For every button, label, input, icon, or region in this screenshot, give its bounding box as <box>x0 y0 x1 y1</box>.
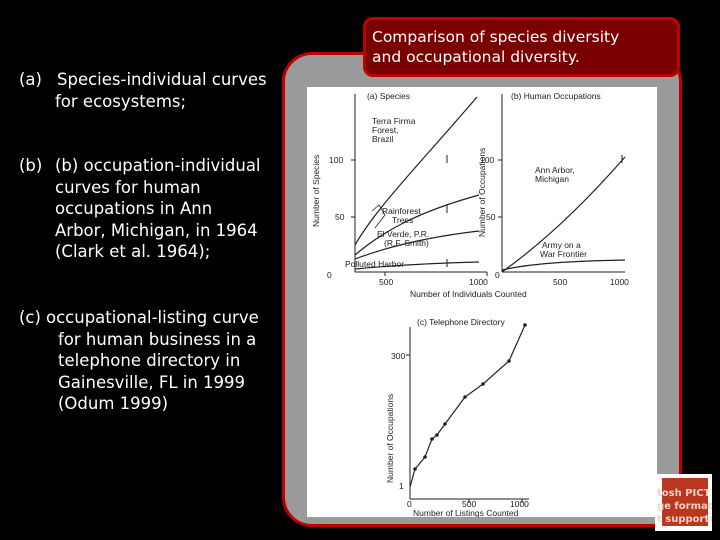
panel-a-ytick: 50 <box>335 212 345 222</box>
panel-b-xtick: 1000 <box>469 277 488 287</box>
panel-b-xtick: 1000 <box>610 277 629 287</box>
panel-b <box>498 94 626 273</box>
panel-b-ylabel: Number of Occupations <box>477 148 487 237</box>
panel-c-ytick: 1 <box>399 481 404 491</box>
bullet-c-line: Gainesville, FL in 1999 <box>58 372 246 392</box>
bullet-a-label: (a) <box>19 70 42 89</box>
bullet-a-line: for ecosystems; <box>55 91 187 111</box>
panel-b-ytick: 100 <box>480 155 494 165</box>
panel-b-ytick: 50 <box>486 212 496 222</box>
panel-a-label: Rainforest <box>382 206 421 216</box>
panel-c-title: (c) Telephone Directory <box>417 317 505 327</box>
panel-c-xtick: 500 <box>462 499 476 509</box>
panel-a-label: Terra Firma <box>372 116 416 126</box>
panel-b-title: (b) Human Occupations <box>511 91 601 101</box>
panel-a <box>351 94 488 276</box>
panel-c-points <box>413 323 527 471</box>
bullet-c-line: for human business in a <box>58 329 257 349</box>
panel-b-label: Army on a <box>542 240 581 250</box>
panel-a-label: (R.F. Smith) <box>384 238 429 248</box>
panel-a-text: (a) Species Number of Species 100 50 0 5… <box>311 91 429 287</box>
shared-xlabel: Number of Individuals Counted <box>410 289 527 299</box>
panel-a-xtick: 500 <box>379 277 393 287</box>
panel-b-xtick: 500 <box>553 277 567 287</box>
slide-title-line-1: Comparison of species diversity <box>372 28 620 46</box>
panel-a-label: Forest, <box>372 125 398 135</box>
bullet-b-label: (b) <box>19 156 43 175</box>
panel-a-label: Brazil <box>372 134 393 144</box>
panel-a-ytick: 0 <box>327 270 332 280</box>
bullet-a-line: Species-individual curves <box>57 70 267 89</box>
panel-b-label: Ann Arbor, <box>535 165 575 175</box>
panel-c-ylabel: Number of Occupations <box>385 394 395 483</box>
panel-a-label: Polluted Harbor <box>345 259 404 269</box>
placeholder-red-block <box>662 478 708 526</box>
placeholder-line: tosh PICT <box>657 488 711 499</box>
panel-c-xtick: 0 <box>407 499 412 509</box>
panel-a-label: Trees <box>392 215 413 225</box>
bullet-c-line: (Odum 1999) <box>58 394 169 413</box>
panel-a-ytick: 100 <box>329 155 343 165</box>
panel-a-label: El Verde, P.R. <box>377 229 429 239</box>
panel-a-title: (a) Species <box>367 91 410 101</box>
panel-b-label: Michigan <box>535 174 569 184</box>
bullet-c-label: (c) <box>19 308 41 327</box>
bullet-b-line: curves for human <box>55 177 201 197</box>
panel-b-ytick: 0 <box>495 270 500 280</box>
bullet-b-line: Arbor, Michigan, in 1964 <box>55 220 258 240</box>
panel-b-text: (b) Human Occupations Number of Occupati… <box>469 91 629 287</box>
bullet-b-line: occupations in Ann <box>55 199 213 218</box>
bullet-c-line: occupational-listing curve <box>46 308 259 327</box>
placeholder-line: ge format <box>657 501 712 512</box>
panel-c-text: (c) Telephone Directory Number of Occupa… <box>385 317 529 518</box>
placeholder-line: t supported <box>657 514 712 525</box>
slide-title-box: Comparison of species diversity and occu… <box>363 17 680 77</box>
panel-a-ylabel: Number of Species <box>311 155 321 227</box>
bullet-b-line: (Clark et al. 1964); <box>55 242 211 261</box>
panel-b-label: War Frontier <box>540 249 587 259</box>
panel-c-xlabel: Number of Listings Counted <box>413 508 519 517</box>
figure-svg: (a) Species Number of Species 100 50 0 5… <box>311 91 629 518</box>
panel-c <box>406 324 529 503</box>
bullet-b-line: (b) occupation-individual <box>55 156 261 175</box>
panel-c-xtick: 1000 <box>510 499 529 509</box>
bullet-c-line: telephone directory in <box>58 351 241 370</box>
bullet-list: (a) Species-individual curves for ecosys… <box>0 0 280 540</box>
pict-not-supported-placeholder: tosh PICT ge format t supported <box>655 474 712 531</box>
figure-image: (a) Species Number of Species 100 50 0 5… <box>307 87 657 518</box>
slide-title-line-2: and occupational diversity. <box>372 47 580 66</box>
panel-c-ytick: 300 <box>391 351 405 361</box>
